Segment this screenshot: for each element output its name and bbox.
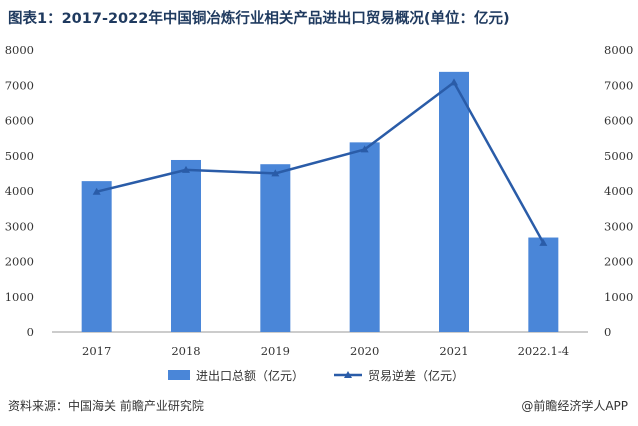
line-point-2022.1-4 xyxy=(539,238,548,246)
y2-tick-label: 3000 xyxy=(604,219,633,233)
bar-2022.1-4 xyxy=(528,237,559,332)
y2-tick-label: 8000 xyxy=(604,43,633,57)
x-tick-label: 2021 xyxy=(439,344,468,358)
y-tick-label: 5000 xyxy=(5,149,34,163)
legend-line-label: 贸易逆差（亿元） xyxy=(368,368,464,383)
x-axis: 2017 2018 2019 2020 2021 2022.1-4 xyxy=(82,344,569,358)
y-tick-label: 8000 xyxy=(5,43,34,57)
y2-tick-label: 5000 xyxy=(604,149,633,163)
line-path xyxy=(96,81,545,244)
legend: 进出口总额（亿元） 贸易逆差（亿元） xyxy=(168,368,464,383)
legend-line-marker xyxy=(344,371,352,378)
x-tick-label: 2022.1-4 xyxy=(518,344,569,358)
bar-series xyxy=(81,71,559,332)
y2-tick-label: 0 xyxy=(604,325,611,339)
line-point-2021 xyxy=(450,78,458,86)
x-tick-label: 2017 xyxy=(82,344,111,358)
y-tick-label: 6000 xyxy=(5,114,34,128)
chart-title: 图表1：2017-2022年中国铜冶炼行业相关产品进出口贸易概况(单位：亿元) xyxy=(8,11,510,27)
bar-2019 xyxy=(260,164,291,332)
legend-bar-swatch xyxy=(168,370,190,380)
y-tick-label: 2000 xyxy=(5,255,34,269)
y-tick-label: 1000 xyxy=(5,290,34,304)
y2-tick-label: 6000 xyxy=(604,114,633,128)
bar-2018 xyxy=(171,159,201,332)
legend-bar-label: 进出口总额（亿元） xyxy=(196,368,304,383)
line-point-2017 xyxy=(92,187,101,195)
bar-2021 xyxy=(439,71,469,332)
credit-note: @前瞻经济学人APP xyxy=(521,399,628,413)
left-y-axis: 0 1000 2000 3000 4000 5000 6000 7000 8000 xyxy=(5,43,34,339)
y-tick-label: 3000 xyxy=(5,219,34,233)
x-tick-label: 2018 xyxy=(171,344,200,358)
right-y-axis: 0 1000 2000 3000 4000 5000 6000 7000 8000 xyxy=(604,43,633,339)
line-point-2020 xyxy=(360,145,369,153)
line-point-2018 xyxy=(182,165,190,173)
source-note: 资料来源：中国海关 前瞻产业研究院 xyxy=(8,399,204,413)
bar-2017 xyxy=(81,181,112,332)
y2-tick-label: 4000 xyxy=(604,184,633,198)
y-tick-label: 7000 xyxy=(5,78,34,92)
x-tick-label: 2019 xyxy=(261,344,290,358)
line-point-2019 xyxy=(271,169,280,177)
y2-tick-label: 7000 xyxy=(604,78,633,92)
x-tick-label: 2020 xyxy=(350,344,379,358)
y-tick-label: 4000 xyxy=(5,184,34,198)
y2-tick-label: 1000 xyxy=(604,290,633,304)
y-tick-label: 0 xyxy=(27,325,34,339)
bar-2020 xyxy=(349,142,380,332)
line-series xyxy=(92,78,548,246)
y2-tick-label: 2000 xyxy=(604,255,633,269)
